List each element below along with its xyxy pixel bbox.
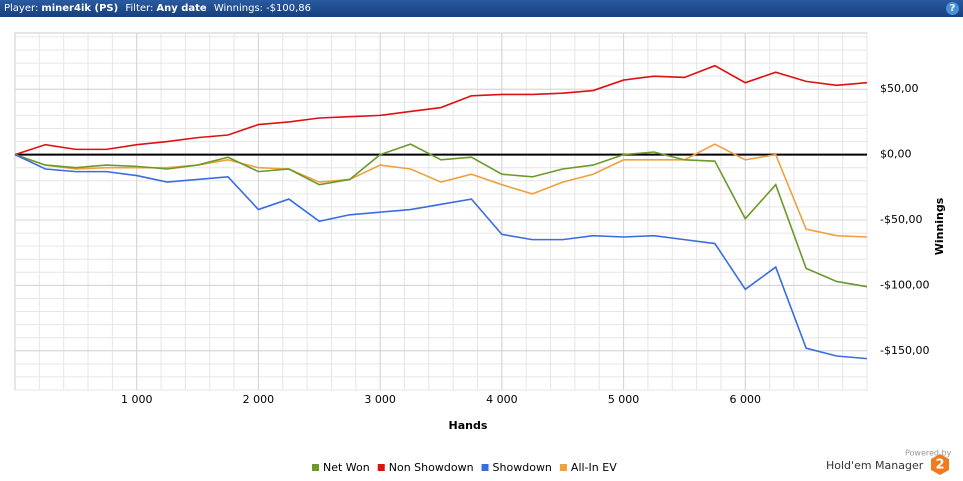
x-tick-label: 4 000 <box>486 393 518 406</box>
header-bar: Player: miner4ik (PS) Filter: Any date Win… <box>0 0 963 17</box>
chart: Powered by Hold'em Manager 2 -$150,00 -$1… <box>14 32 952 475</box>
winnings: -$100,86 <box>266 3 311 14</box>
y-tick-label: -$150,00 <box>880 344 929 357</box>
y-tick-label: $50,00 <box>880 82 919 95</box>
x-tick-label: 6 000 <box>730 393 762 406</box>
help-button[interactable]: ? <box>946 2 959 15</box>
series-line <box>14 153 868 360</box>
legend-label: Net Won <box>323 461 370 474</box>
winnings-label: Winnings: <box>213 3 264 14</box>
legend-label: All-In EV <box>571 461 617 474</box>
plot-area <box>14 32 868 391</box>
filter-label: Filter: <box>125 3 154 14</box>
x-axis-title: Hands <box>449 419 488 432</box>
filter: Any date <box>156 3 207 14</box>
logo <box>931 454 949 475</box>
legend-label: Showdown <box>493 461 552 474</box>
x-tick-label: 2 000 <box>243 393 275 406</box>
product-name: Hold'em Manager <box>826 459 924 472</box>
x-tick-label: 5 000 <box>608 393 640 406</box>
legend-swatch <box>559 464 567 471</box>
x-tick-label: 1 000 <box>121 393 153 406</box>
y-axis-title: Winnings <box>933 197 946 255</box>
y-tick-label: $0,00 <box>880 148 912 161</box>
y-tick-label: -$50,00 <box>880 213 922 226</box>
legend-swatch <box>377 464 385 471</box>
series-line <box>14 64 868 156</box>
y-tick-label: -$100,00 <box>880 278 929 291</box>
powered-by: Powered by <box>905 449 952 458</box>
legend-swatch <box>481 464 489 471</box>
legend-swatch <box>312 464 319 471</box>
player-label: Player: <box>4 3 39 14</box>
logo-text: 2 <box>935 458 944 473</box>
series-line <box>14 143 868 288</box>
x-tick-label: 3 000 <box>364 393 396 406</box>
player: miner4ik (PS) <box>41 3 119 14</box>
legend-label: Non Showdown <box>389 461 474 474</box>
